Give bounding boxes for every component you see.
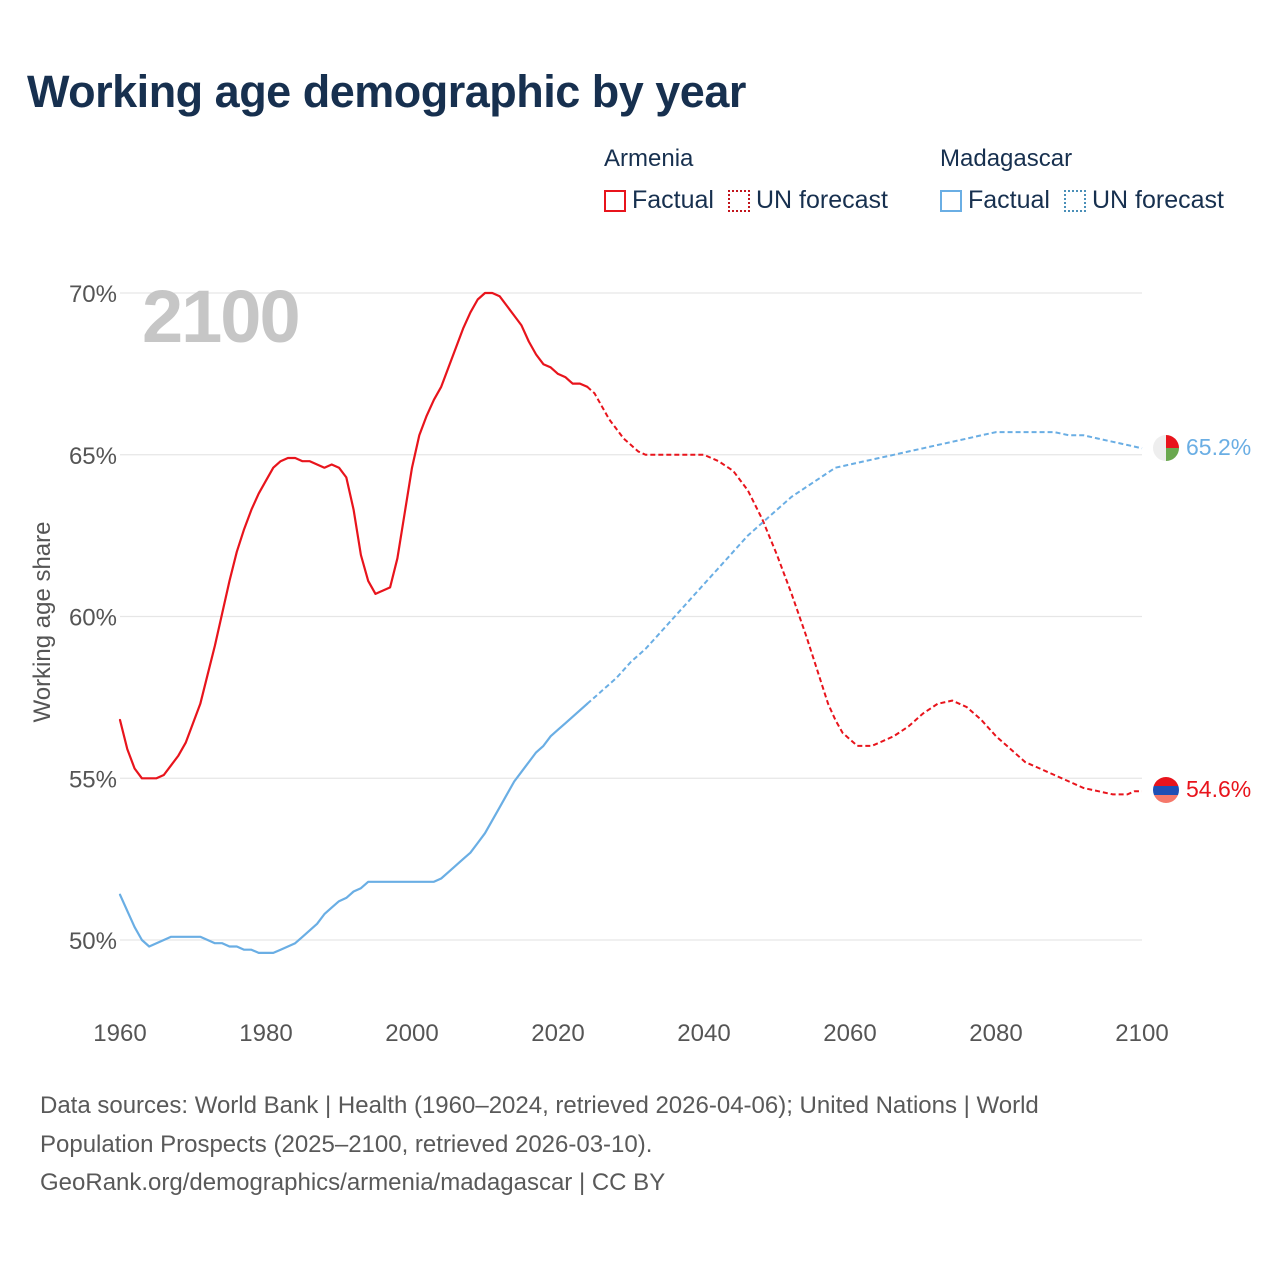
source-line-1: Data sources: World Bank | Health (1960–… — [40, 1092, 1039, 1119]
legend-madagascar-forecast[interactable]: UN forecast — [1063, 186, 1224, 215]
legend-armenia-factual[interactable]: Factual — [604, 186, 714, 215]
gridlines — [120, 292, 1142, 941]
legend-madagascar-forecast-label: UN forecast — [1091, 186, 1224, 214]
end-label-madagascar: 65.2% — [1186, 434, 1251, 460]
legend-armenia-factual-swatch — [604, 189, 626, 212]
source-line-2: Population Prospects (2025–2100, retriev… — [40, 1130, 653, 1158]
end-label-armenia: 54.6% — [1186, 776, 1251, 802]
y-axis-ticks: 50% 55% 60% 65% 70% — [69, 281, 117, 955]
legend-armenia-factual-label: Factual — [632, 186, 714, 214]
x-tick-label: 2040 — [677, 1020, 730, 1047]
source-link[interactable]: GeoRank.org/demographics/armenia/madagas… — [40, 1169, 666, 1196]
legend-armenia: Armenia Factual UN forecast — [604, 144, 902, 215]
source-note: Data sources: World Bank | Health (1960–… — [40, 1087, 1220, 1203]
x-tick-label: 2100 — [1115, 1020, 1168, 1047]
legend-madagascar-factual-swatch — [940, 189, 962, 212]
legend-madagascar: Madagascar Factual UN forecast — [940, 144, 1238, 215]
x-tick-label: 1960 — [93, 1020, 146, 1047]
x-tick-label: 1980 — [239, 1020, 292, 1047]
y-tick-label: 60% — [69, 605, 117, 632]
year-label: 2100 — [142, 275, 299, 358]
y-tick-label: 50% — [69, 928, 117, 955]
y-tick-label: 65% — [69, 443, 117, 470]
y-axis-label: Working age share — [29, 522, 56, 723]
legend-armenia-forecast-label: UN forecast — [755, 186, 888, 214]
legend-madagascar-factual[interactable]: Factual — [940, 186, 1050, 215]
y-tick-label: 55% — [69, 766, 117, 793]
legend-madagascar-factual-label: Factual — [968, 186, 1050, 214]
y-tick-label: 70% — [69, 281, 117, 308]
x-tick-label: 2000 — [385, 1020, 438, 1047]
series-armenia-forecast-line — [586, 386, 1142, 796]
series-lines — [118, 291, 1143, 954]
legend-armenia-forecast[interactable]: UN forecast — [727, 186, 888, 215]
series-madagascar-factual-line — [118, 702, 589, 954]
chart-title: Working age demographic by year — [27, 66, 746, 117]
series-madagascar-forecast-line — [586, 431, 1143, 705]
flag-madagascar-icon — [1153, 435, 1179, 461]
line-chart: 50% 55% 60% 65% 70% 1960 1980 2000 2020 2040 2060… — [29, 275, 1251, 1047]
x-tick-label: 2080 — [969, 1020, 1022, 1047]
legend-madagascar-name: Madagascar — [940, 145, 1073, 172]
legend-armenia-forecast-swatch — [727, 189, 750, 212]
series-armenia-factual-line — [118, 291, 589, 780]
x-tick-label: 2020 — [531, 1020, 584, 1047]
legend-madagascar-forecast-swatch — [1063, 189, 1086, 212]
x-tick-label: 2060 — [823, 1020, 876, 1047]
flag-armenia-icon — [1153, 777, 1179, 803]
legend-armenia-name: Armenia — [604, 145, 694, 172]
x-axis-ticks: 1960 1980 2000 2020 2040 2060 2080 2100 — [93, 1020, 1168, 1047]
